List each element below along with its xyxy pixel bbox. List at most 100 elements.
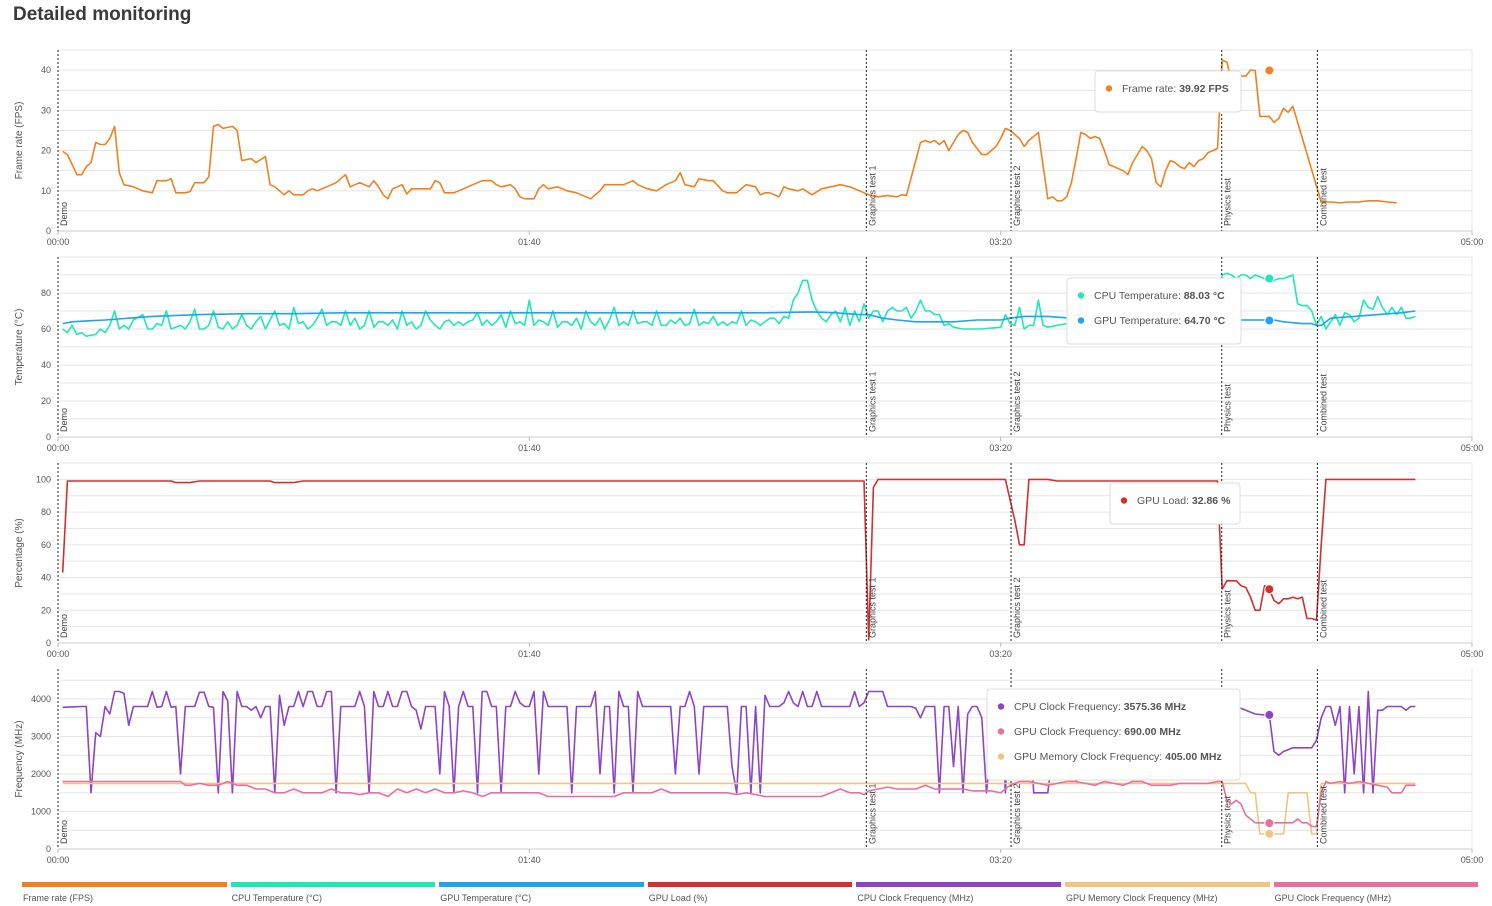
test-marker-label: Demo [59,614,69,638]
tooltip-label: GPU Clock Frequency: [1014,726,1124,738]
test-marker-label: Physics test [1223,589,1233,638]
y-tick-label: 20 [41,146,51,156]
tooltip-entry: GPU Temperature: 64.70 °C [1094,315,1226,327]
legend: Frame rate (FPS) CPU Temperature (°C) GPU … [22,882,1482,906]
legend-color-bar [1273,882,1479,887]
hover-point [1264,709,1275,720]
y-tick-label: 0 [46,844,51,854]
test-marker-label: Combined test [1318,579,1328,638]
x-tick-label: 03:20 [989,855,1012,865]
test-marker-label: Graphics test 2 [1012,165,1022,226]
tooltip-value: 690.00 MHz [1124,726,1181,738]
chart-panel-1: 0 10 20 30 40 00:00 01:40 03:20 05:00 Frame rate … [14,49,1484,247]
tooltip-box [1109,482,1241,525]
test-marker-label: Physics test [1223,177,1233,226]
tooltip: CPU Temperature: 88.03 °C GPU Temperature… [1066,277,1242,345]
x-tick-label: 05:00 [1461,649,1484,659]
tooltip: Frame rate: 39.92 FPS [1094,70,1242,113]
tooltip-dot [997,703,1005,710]
test-marker-label: Graphics test 1 [867,783,877,844]
x-tick-label: 01:40 [518,649,541,659]
y-tick-label: 2000 [31,769,51,779]
legend-label: GPU Clock Frequency (MHz) [1274,893,1392,903]
tooltip-entry: GPU Memory Clock Frequency: 405.00 MHz [1014,751,1222,763]
series-line [62,780,1416,828]
tooltip-dot [997,728,1005,735]
series-line [62,59,1397,204]
tooltip-label: CPU Temperature: [1094,290,1184,302]
test-marker-label: Combined test [1318,785,1328,844]
test-marker-label: Graphics test 2 [1012,783,1022,844]
tooltip-entry: CPU Temperature: 88.03 °C [1094,290,1225,302]
x-tick-label: 03:20 [989,237,1012,247]
y-axis-title: Percentage (%) [14,518,25,587]
legend-item[interactable]: GPU Memory Clock Frequency (MHz) [1065,882,1270,906]
tooltip-box [1066,277,1242,345]
test-marker-label: Demo [59,408,69,432]
tooltip-value: 39.92 FPS [1179,83,1229,95]
hover-point [1264,828,1275,839]
y-axis-title: Frequency (MHz) [14,720,25,797]
legend-label: GPU Temperature (°C) [440,893,532,903]
legend-item[interactable]: GPU Load (%) [647,882,853,906]
y-tick-label: 60 [41,540,51,550]
x-tick-label: 05:00 [1461,855,1484,865]
x-tick-label: 03:20 [989,649,1012,659]
y-tick-label: 20 [41,396,51,406]
tooltip-value: 32.86 % [1192,495,1231,507]
legend-item[interactable]: Frame rate (FPS) [22,882,227,906]
x-tick-label: 00:00 [47,649,70,659]
tooltip-label: Frame rate: [1122,83,1179,95]
tooltip-label: GPU Memory Clock Frequency: [1014,751,1165,763]
tooltip-entry: CPU Clock Frequency: 3575.36 MHz [1014,701,1186,713]
legend-label: CPU Clock Frequency (MHz) [857,893,974,903]
legend-label: CPU Temperature (°C) [231,893,323,903]
x-tick-label: 05:00 [1461,443,1484,453]
test-marker-label: Physics test [1223,383,1233,432]
x-tick-label: 00:00 [47,237,70,247]
tooltip-box [1094,70,1242,113]
test-marker-label: Graphics test 1 [867,371,877,432]
tooltip-value: 64.70 °C [1184,315,1225,327]
tooltip-label: GPU Temperature: [1094,315,1184,327]
series-line [61,478,1416,641]
test-marker-label: Graphics test 1 [867,165,877,226]
hover-point [1264,273,1275,284]
tooltip-label: CPU Clock Frequency: [1014,701,1124,713]
test-marker-label: Physics test [1223,795,1233,844]
series-line [62,310,1416,327]
test-marker-label: Combined test [1318,373,1328,432]
y-axis-title: Frame rate (FPS) [14,102,25,180]
tooltip: CPU Clock Frequency: 3575.36 MHz GPU Cloc… [986,688,1241,781]
y-tick-label: 80 [41,507,51,517]
legend-label: GPU Memory Clock Frequency (MHz) [1066,893,1218,903]
tooltip-value: 3575.36 MHz [1124,701,1186,713]
y-tick-label: 100 [36,474,51,484]
legend-color-bar [230,882,436,887]
tooltip-dot [1105,85,1113,92]
page-title: Detailed monitoring [13,4,192,25]
chart-panel-4: 0 1000 2000 3000 4000 00:00 01:40 03:20 05:00 Fre… [14,669,1483,865]
hover-point [1264,65,1275,76]
legend-item[interactable]: GPU Clock Frequency (MHz) [1273,882,1479,906]
x-tick-label: 00:00 [47,443,70,453]
y-tick-label: 0 [46,226,51,236]
hover-point [1264,315,1275,326]
legend-color-bar [647,882,853,887]
y-tick-label: 30 [41,105,51,115]
x-tick-label: 05:00 [1461,237,1484,247]
test-marker-label: Graphics test 2 [1012,371,1022,432]
x-tick-label: 01:40 [518,443,541,453]
test-marker-label: Combined test [1318,167,1328,226]
tooltip-label: GPU Load: [1137,495,1192,507]
test-marker-label: Demo [59,202,69,226]
tooltip-entry: GPU Clock Frequency: 690.00 MHz [1014,726,1181,738]
legend-item[interactable]: CPU Temperature (°C) [230,882,436,906]
y-tick-label: 3000 [31,732,51,742]
tooltip-dot [997,753,1005,760]
legend-color-bar [856,882,1061,887]
series-line [62,782,1416,835]
legend-color-bar [439,882,644,887]
legend-item[interactable]: GPU Temperature (°C) [439,882,644,906]
legend-item[interactable]: CPU Clock Frequency (MHz) [856,882,1061,906]
